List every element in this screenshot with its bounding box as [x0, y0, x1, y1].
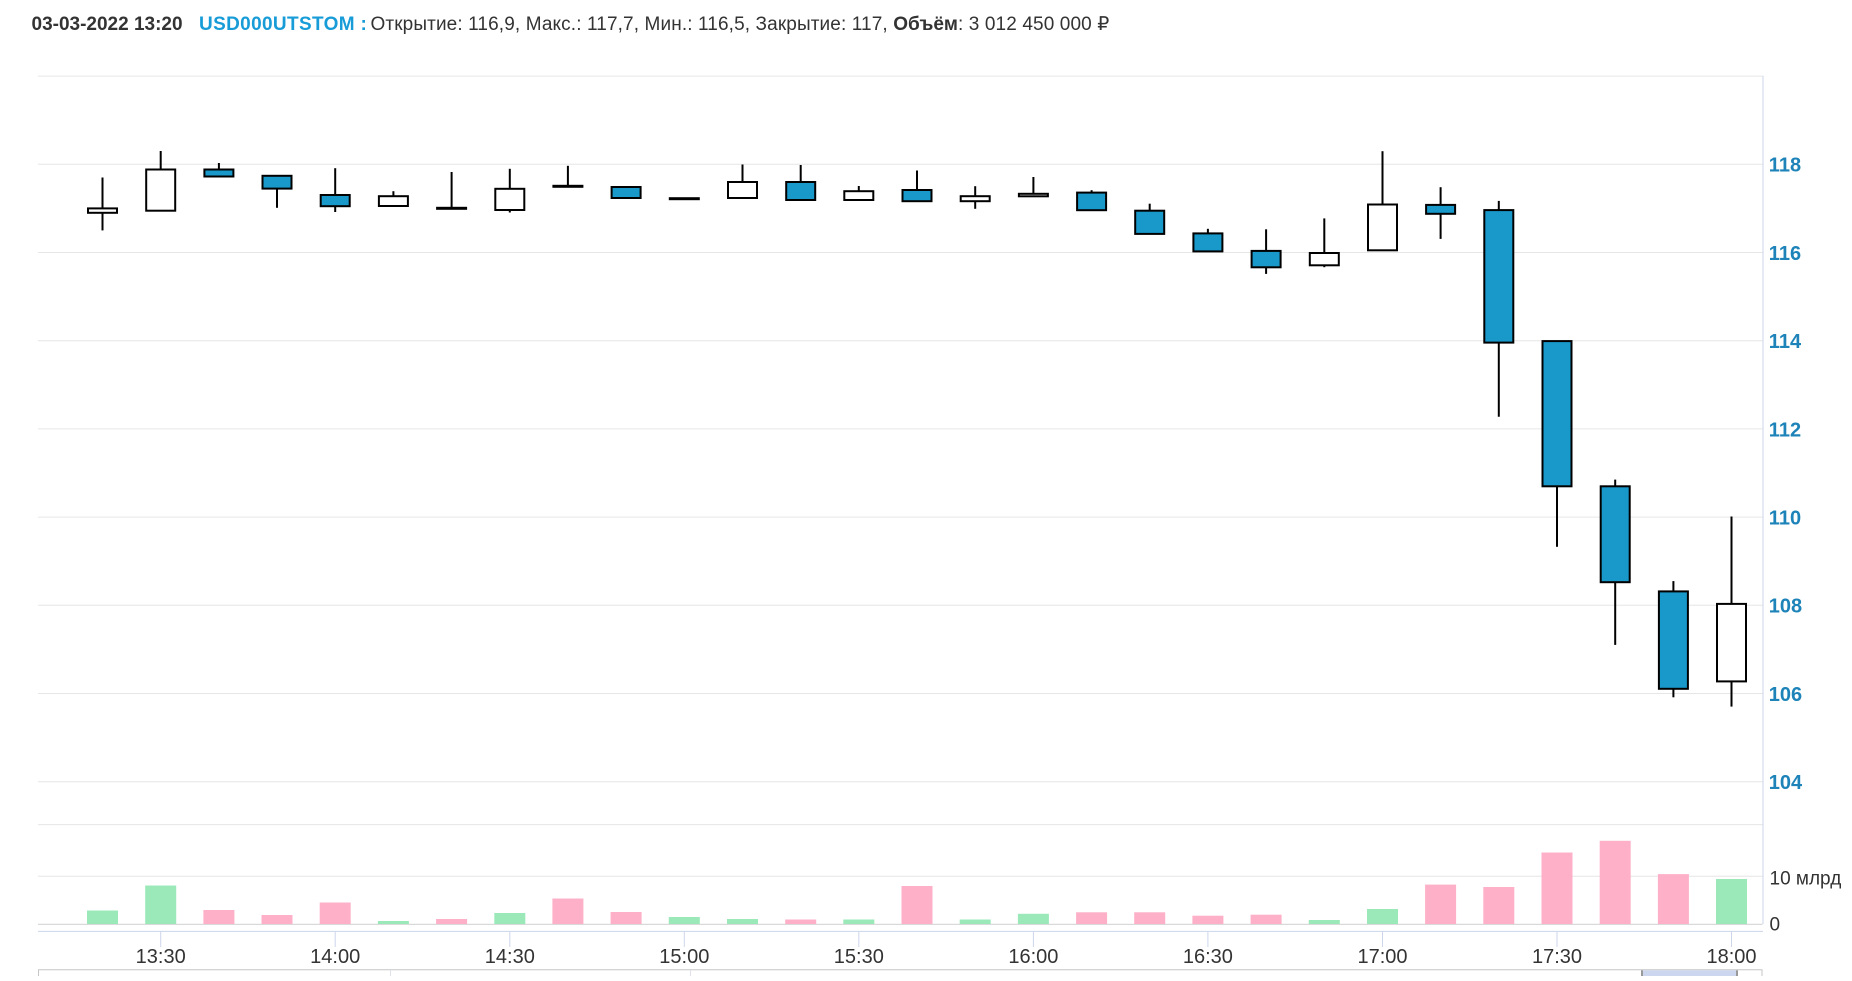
svg-text:17:30: 17:30 [1532, 946, 1582, 968]
svg-text:17:00: 17:00 [1357, 946, 1407, 968]
svg-text:0: 0 [1770, 915, 1781, 936]
svg-text:16:30: 16:30 [1183, 946, 1233, 968]
svg-text:13:30: 13:30 [136, 946, 186, 968]
svg-text:110: 110 [1769, 508, 1801, 530]
svg-text:15:30: 15:30 [834, 946, 884, 968]
svg-text:10 млрд: 10 млрд [1770, 869, 1842, 890]
svg-text:116: 116 [1769, 243, 1801, 265]
svg-text:16:00: 16:00 [1008, 946, 1058, 968]
svg-text:112: 112 [1769, 419, 1801, 441]
svg-text:14:30: 14:30 [485, 946, 535, 968]
svg-text:114: 114 [1769, 331, 1802, 353]
svg-text:104: 104 [1769, 772, 1803, 794]
svg-text:108: 108 [1769, 596, 1802, 618]
svg-text:18:00: 18:00 [1706, 946, 1756, 968]
svg-text:106: 106 [1769, 684, 1802, 706]
svg-text:15:00: 15:00 [659, 946, 709, 968]
svg-text:118: 118 [1769, 155, 1801, 177]
svg-text:14:00: 14:00 [310, 946, 360, 968]
